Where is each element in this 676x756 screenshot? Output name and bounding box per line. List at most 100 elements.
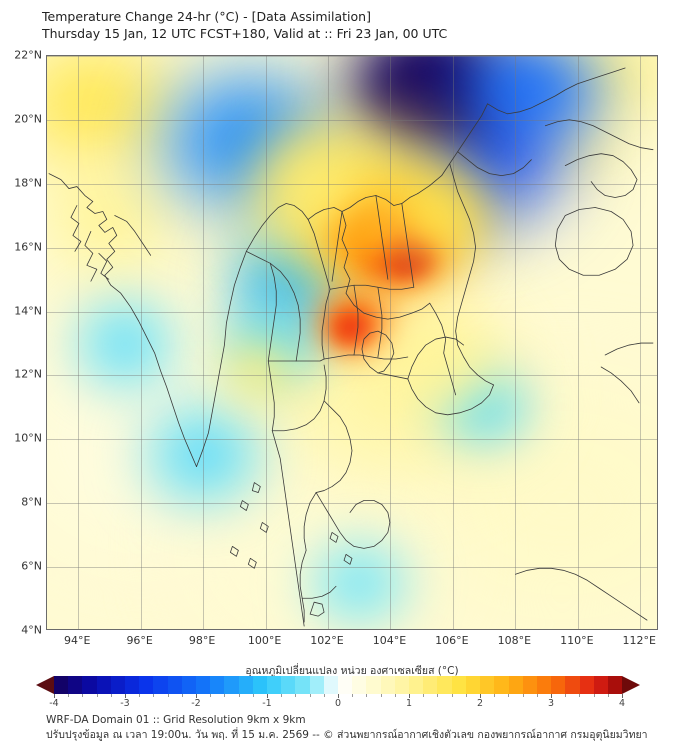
longitude-tick-label: 98°E <box>188 634 216 647</box>
colorbar-segment <box>423 676 438 694</box>
gridline-latitude <box>47 311 657 313</box>
colorbar-segment <box>551 676 566 694</box>
colorbar-tickmark <box>54 694 55 698</box>
colorbar-segment <box>451 676 466 694</box>
colorbar-tick-label: -4 <box>49 698 59 709</box>
colorbar-tick-label: 2 <box>476 698 484 709</box>
colorbar-tickmark <box>480 694 481 698</box>
colorbar-segment <box>181 676 197 694</box>
latitude-tick-label: 16°N <box>14 240 42 254</box>
forecast-validity-subtitle: Thursday 15 Jan, 12 UTC FCST+180, Valid … <box>42 26 448 41</box>
colorbar-tickmark <box>366 694 368 697</box>
anomaly-blob <box>367 157 508 274</box>
colorbar-under-arrow <box>36 676 54 694</box>
colorbar-segment <box>607 676 623 694</box>
gridline-longitude <box>640 56 642 629</box>
gridline-latitude <box>47 503 657 505</box>
colorbar-segment <box>494 676 509 694</box>
gridline-longitude <box>140 56 142 629</box>
colorbar-gradient <box>54 676 623 694</box>
colorbar-tickmark <box>338 694 339 698</box>
anomaly-blob <box>362 299 513 420</box>
latitude-tick-label: 10°N <box>14 431 42 445</box>
colorbar-tick-label: 0 <box>334 698 342 709</box>
colorbar-tickmark <box>394 694 396 697</box>
colorbar-tickmark <box>423 694 425 697</box>
temperature-anomaly-field <box>47 56 657 629</box>
colorbar-segment <box>394 676 410 694</box>
colorbar-segment <box>82 676 97 694</box>
colorbar-segment <box>536 676 552 694</box>
colorbar-tickmark <box>409 694 410 698</box>
colorbar-tickmark <box>82 694 84 697</box>
chart-title-block: Temperature Change 24-hr (°C) - [Data As… <box>42 8 642 42</box>
longitude-axis: 94°E 96°E 98°E 100°E 102°E 104°E 106°E 108°E 110… <box>46 634 658 650</box>
colorbar-tickmark <box>380 694 382 697</box>
latitude-tick-label: 12°N <box>14 367 42 381</box>
colorbar-segment <box>281 676 296 694</box>
colorbar-tick-label: -2 <box>191 698 201 709</box>
colorbar-tick-label: 3 <box>547 698 555 709</box>
colorbar-tickmark <box>196 694 197 698</box>
colorbar-segment <box>593 676 608 694</box>
colorbar-segment <box>295 676 310 694</box>
colorbar-tickmark <box>181 694 183 697</box>
colorbar-segment <box>380 676 395 694</box>
colorbar-tick-label: 4 <box>618 698 626 709</box>
anomaly-blob <box>252 131 373 236</box>
gridline-latitude <box>47 439 657 441</box>
colorbar-segment <box>125 676 140 694</box>
colorbar-segment <box>409 676 424 694</box>
longitude-tick-label: 100°E <box>247 634 282 647</box>
gridline-latitude <box>47 56 657 57</box>
colorbar-segment <box>167 676 182 694</box>
colorbar-segment <box>139 676 154 694</box>
gridline-latitude <box>47 247 657 249</box>
anomaly-blob <box>299 533 420 629</box>
colorbar-tickmark <box>536 694 538 697</box>
colorbar-tickmark <box>593 694 595 697</box>
latitude-tick-label: 6°N <box>21 559 42 573</box>
colorbar[interactable] <box>36 676 640 694</box>
latitude-tick-label: 8°N <box>21 495 42 509</box>
colorbar-tickmark <box>565 694 567 697</box>
colorbar-segment <box>338 676 353 694</box>
longitude-tick-label: 96°E <box>126 634 153 647</box>
gridline-longitude <box>577 56 579 629</box>
colorbar-tick-label: -1 <box>262 698 272 709</box>
colorbar-tickmark <box>252 694 254 697</box>
colorbar-tickmark <box>110 694 112 697</box>
footer-block: WRF-DA Domain 01 :: Grid Resolution 9km … <box>46 713 666 743</box>
colorbar-tickmark <box>281 694 283 697</box>
colorbar-tickmark <box>323 694 325 697</box>
colorbar-tickmark <box>607 694 609 697</box>
latitude-tick-label: 14°N <box>14 304 42 318</box>
colorbar-segment <box>96 676 111 694</box>
latitude-tick-label: 22°N <box>14 48 42 62</box>
map-plot-area[interactable] <box>46 55 658 630</box>
gridline-longitude <box>515 56 517 629</box>
colorbar-segment <box>153 676 168 694</box>
colorbar-segment <box>210 676 225 694</box>
attribution-line: ปรับปรุงข้อมูล ณ เวลา 19:00น. วัน พฤ. ที… <box>46 729 648 741</box>
colorbar-tickmark <box>352 694 354 697</box>
longitude-tick-label: 108°E <box>497 634 532 647</box>
gridline-longitude <box>78 56 80 629</box>
colorbar-tickmark <box>267 694 268 698</box>
colorbar-segment <box>323 676 339 694</box>
colorbar-tickmark <box>551 694 552 698</box>
colorbar-tickmark <box>125 694 126 698</box>
colorbar-tickmark <box>494 694 496 697</box>
colorbar-segment <box>196 676 211 694</box>
colorbar-segment <box>565 676 580 694</box>
gridline-longitude <box>265 56 267 629</box>
longitude-tick-label: 106°E <box>435 634 469 647</box>
colorbar-tickmark <box>522 694 524 697</box>
colorbar-ticks: -4 -3 -2 -1 0 1 2 3 4 <box>36 694 640 710</box>
model-info-line: WRF-DA Domain 01 :: Grid Resolution 9km … <box>46 714 306 726</box>
gridline-latitude <box>47 183 657 185</box>
colorbar-segment <box>579 676 594 694</box>
geographic-boundaries <box>48 67 654 627</box>
gridline-longitude <box>452 56 454 629</box>
colorbar-tickmark <box>96 694 98 697</box>
